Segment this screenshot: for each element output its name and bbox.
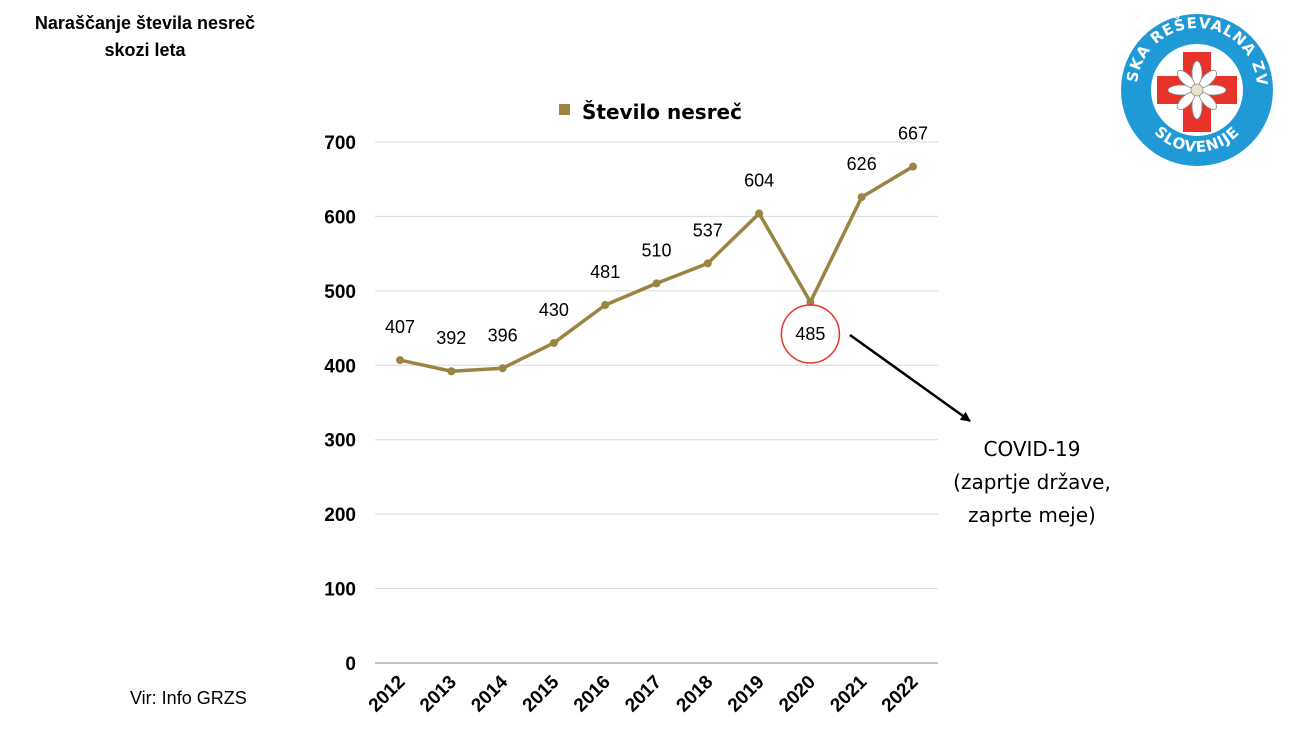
x-tick-label: 2015 [519,671,564,716]
series-line [398,164,915,373]
edelweiss-icon [1167,60,1227,120]
data-label: 430 [539,300,569,320]
data-point [549,338,558,347]
data-label: 604 [744,170,774,190]
y-tick-label: 500 [324,282,356,303]
legend-swatch [559,104,570,115]
highlight-circle [780,304,841,364]
x-tick-label: 2019 [724,672,769,717]
page-title-line-2: skozi leta [104,40,186,60]
data-point [447,367,456,376]
annotation-line-2: (zaprtje države, [953,470,1111,494]
data-labels: 407 392 396 430 481 510 537 604 485 626 667 [385,124,928,349]
annotation-line-1: COVID-19 [983,437,1080,461]
y-tick-label: 0 [345,654,356,675]
data-label: 407 [385,317,415,337]
data-label: 485 [795,324,825,344]
source-note: Vir: Info GRZS [130,688,247,708]
logo-top-text: GORSKA REŠEVALNA ZVEZA [0,0,1271,87]
x-tick-label: 2016 [570,672,615,717]
x-tick-label: 2012 [365,672,410,717]
x-tick-label: 2020 [775,672,820,717]
data-point [396,356,404,365]
x-tick-label: 2017 [621,672,666,717]
y-tick-label: 600 [324,207,356,228]
data-point [652,279,661,288]
x-tick-label: 2018 [673,672,718,717]
data-label: 537 [693,220,723,240]
annotation-line-3: zaprte meje) [968,503,1096,527]
data-label: 392 [436,328,466,348]
y-tick-label: 400 [324,356,356,377]
y-tick-label: 200 [324,505,356,526]
data-point [601,300,610,309]
data-label: 667 [898,124,928,144]
series-group [396,162,917,376]
x-tick-label: 2014 [467,671,512,716]
data-point [755,209,764,218]
legend: Število nesreč [559,100,742,124]
data-point [703,259,712,268]
data-label: 510 [641,240,671,260]
page-title-line-1: Naraščanje števila nesreč [34,13,256,33]
covid-annotation: COVID-19 (zaprtje države, zaprte meje) [780,304,1111,527]
x-tick-label: 2013 [416,672,461,717]
x-tick-label: 2021 [826,671,871,716]
y-axis: 0 100 200 300 400 500 600 700 [324,133,356,675]
data-label: 626 [847,154,877,174]
data-label: 396 [488,325,518,345]
y-tick-label: 100 [324,580,356,601]
gridlines [375,141,938,664]
data-point [857,193,866,202]
page-title: Naraščanje števila nesreč skozi leta [0,10,290,64]
data-point [909,162,917,171]
x-axis: 2012 2013 2014 2015 2016 2017 2018 2019 2020 2021… [365,671,923,716]
data-label: 481 [590,262,620,282]
data-point [806,298,815,307]
x-tick-label: 2022 [878,672,923,717]
y-tick-label: 300 [324,431,356,452]
legend-label: Število nesreč [582,100,742,124]
y-tick-label: 700 [324,133,356,154]
annotation-arrow [849,333,971,423]
data-point [498,364,507,373]
grzs-logo: GORSKA REŠEVALNA ZVEZA SLOVENIJE [0,0,1273,166]
